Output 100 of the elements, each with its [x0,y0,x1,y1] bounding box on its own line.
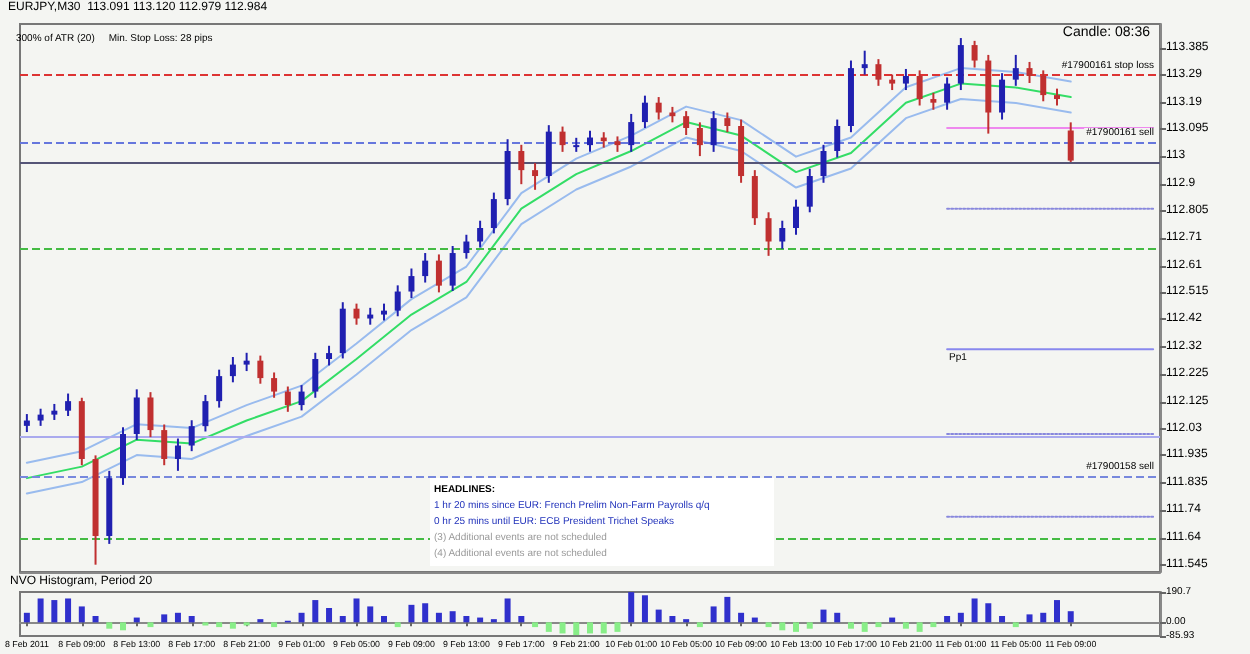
candlestick [944,76,951,111]
bar [861,622,868,632]
bar [532,622,539,628]
bar [298,612,305,623]
bar [161,614,168,623]
candlestick [971,39,978,69]
candlestick [435,253,442,294]
candlestick [339,301,346,360]
candlestick [449,245,456,292]
candlestick [216,368,223,409]
candlestick [957,37,964,92]
candlestick [875,58,882,87]
candlestick [65,392,72,418]
candlestick [257,354,264,385]
candlestick [710,110,717,153]
candlestick [861,49,868,76]
bar [435,612,442,623]
bar [545,622,552,632]
candlestick [902,67,909,92]
bar [765,622,772,628]
candlestick [1026,60,1033,85]
candlestick [655,96,662,121]
candlestick [724,111,731,134]
bar [985,603,992,623]
bar [696,622,703,628]
bar [188,615,195,623]
bar [312,600,319,623]
bar [806,622,813,629]
bar [229,622,236,629]
candlestick [188,419,195,453]
bar [51,600,58,623]
candlestick [628,112,635,153]
candlestick [477,219,484,249]
bar [834,612,841,623]
candlestick [1012,53,1019,87]
candlestick [202,393,209,433]
bar [614,622,621,632]
candlestick [587,129,593,153]
candlestick [793,198,800,236]
bar [326,608,333,623]
bar [779,622,786,631]
bar [944,615,951,623]
candlestick [161,423,168,467]
bar [957,612,964,623]
candlestick [422,252,429,284]
candlestick [394,284,401,318]
bar [724,596,731,623]
bar [463,615,470,623]
bar [559,622,566,634]
bar [408,604,415,623]
bar [820,609,827,623]
bar [394,622,401,628]
bar [1053,600,1060,623]
candlestick [559,125,566,153]
bar [1067,611,1074,623]
bar [518,615,525,623]
candlestick [463,233,470,260]
bar [1040,612,1047,623]
candlestick [999,72,1006,121]
bar [738,612,745,623]
bar [710,606,717,623]
bar [174,612,181,623]
bar [422,603,429,623]
bar [655,609,662,623]
bar [147,622,154,628]
bar [380,615,387,623]
bar [120,622,127,631]
bar [271,622,278,628]
candlestick [532,162,539,191]
candlestick [765,211,772,257]
candlestick [133,388,140,441]
candlestick [641,94,648,129]
candlestick [312,351,319,399]
candlestick [916,69,923,107]
bar [930,622,937,628]
candlestick [1040,69,1047,103]
candlestick [147,391,154,439]
candlestick [820,143,827,184]
bar [367,606,374,623]
bar [339,615,346,623]
bar [23,612,30,623]
candlestick [834,118,841,159]
bar [106,622,113,629]
bar [449,611,456,623]
candlestick [490,191,497,235]
bar [92,615,99,623]
candlestick [284,385,291,413]
candlestick [545,124,552,184]
candlestick [751,169,758,226]
candlestick [779,219,786,250]
candlestick [353,302,360,326]
bar [875,622,882,628]
candlestick [120,426,127,486]
candlestick [243,351,250,373]
candlestick [1067,121,1074,163]
bar [628,592,635,623]
candlestick [806,167,813,214]
bar [916,622,923,632]
bar [971,598,978,623]
bar [573,622,580,636]
